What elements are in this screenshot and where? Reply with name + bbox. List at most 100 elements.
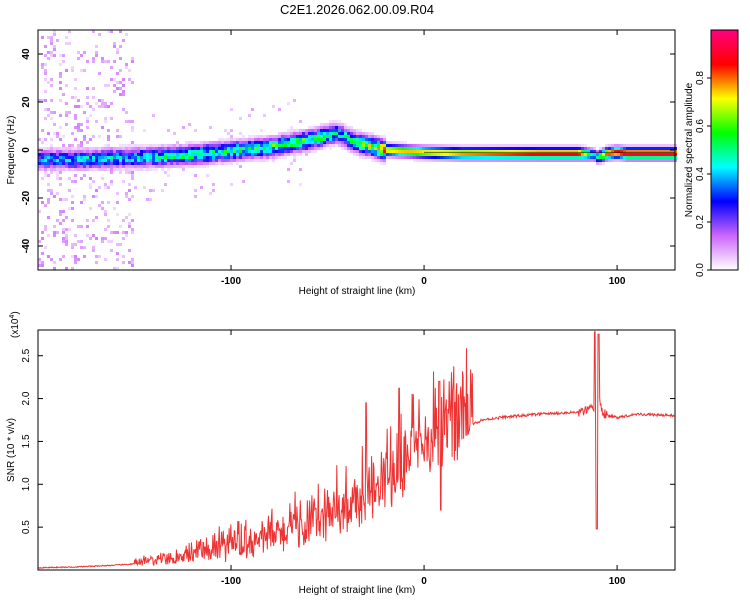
- spectrogram-cell: [581, 150, 584, 153]
- spectrogram-cell: [182, 150, 185, 153]
- spectrogram-cell: [80, 141, 83, 144]
- spectrogram-cell: [203, 141, 206, 144]
- spectrogram-cell: [398, 153, 401, 156]
- spectrogram-cell: [53, 156, 56, 159]
- spectrogram-cell: [584, 150, 587, 153]
- spectrogram-cell: [587, 150, 590, 153]
- spectrogram-cell: [518, 150, 521, 153]
- spectrogram-cell: [500, 159, 503, 162]
- spectrogram-cell: [248, 138, 251, 141]
- spectrogram-cell: [521, 156, 524, 159]
- spectrogram-cell: [41, 36, 44, 39]
- spectrogram-cell: [260, 147, 263, 150]
- spectrogram-cell: [65, 156, 68, 159]
- spectrogram-cell: [128, 222, 131, 225]
- spectrogram-cell: [335, 144, 338, 147]
- spectrogram-cell: [113, 267, 116, 270]
- spectrogram-cell: [92, 195, 95, 198]
- spectrogram-cell: [602, 156, 605, 159]
- spectrogram-cell: [323, 126, 326, 129]
- spectrogram-cell: [140, 168, 143, 171]
- spectrogram-cell: [86, 168, 89, 171]
- spectrogram-cell: [77, 153, 80, 156]
- spectrogram-cell: [302, 147, 305, 150]
- spectrogram-cell: [263, 156, 266, 159]
- spectrogram-cell: [95, 162, 98, 165]
- spectrogram-cell: [281, 144, 284, 147]
- spectrogram-cell: [476, 150, 479, 153]
- spectrogram-cell: [302, 141, 305, 144]
- spectrogram-cell: [611, 147, 614, 150]
- spectrogram-cell: [116, 231, 119, 234]
- spectrogram-cell: [641, 150, 644, 153]
- spectrogram-cell: [125, 111, 128, 114]
- spectrogram-cell: [119, 165, 122, 168]
- spectrogram-cell: [62, 219, 65, 222]
- spectrogram-cell: [107, 105, 110, 108]
- spectrogram-cell: [290, 132, 293, 135]
- spectrogram-cell: [419, 156, 422, 159]
- spectrogram-cell: [68, 228, 71, 231]
- spectrogram-cell: [614, 150, 617, 153]
- spectrogram-cell: [242, 138, 245, 141]
- spectrogram-cell: [374, 144, 377, 147]
- spectrogram-cell: [188, 141, 191, 144]
- spectrogram-cell: [293, 144, 296, 147]
- spectrogram-cell: [110, 159, 113, 162]
- spectrogram-cell: [560, 144, 563, 147]
- spectrogram-cell: [59, 87, 62, 90]
- spectrogram-cell: [431, 144, 434, 147]
- spectrogram-cell: [377, 153, 380, 156]
- spectrogram-cell: [116, 48, 119, 51]
- spectrogram-cell: [83, 255, 86, 258]
- spectrogram-cell: [347, 144, 350, 147]
- spectrogram-cell: [428, 144, 431, 147]
- spectrogram-cell: [302, 135, 305, 138]
- spectrogram-cell: [119, 147, 122, 150]
- spectrogram-cell: [296, 150, 299, 153]
- spectrogram-cell: [248, 150, 251, 153]
- spectrogram-cell: [332, 135, 335, 138]
- spectrogram-cell: [449, 144, 452, 147]
- spectrogram-cell: [299, 135, 302, 138]
- spectrogram-cell: [386, 144, 389, 147]
- spectrogram-cell: [398, 147, 401, 150]
- spectrogram-cell: [275, 141, 278, 144]
- spectrogram-cell: [368, 150, 371, 153]
- spectrogram-cell: [665, 156, 668, 159]
- spectrogram-cell: [464, 159, 467, 162]
- spectrogram-cell: [629, 159, 632, 162]
- spectrogram-cell: [278, 141, 281, 144]
- spectrogram-cell: [551, 144, 554, 147]
- spectrogram-cell: [536, 156, 539, 159]
- spectrogram-cell: [350, 129, 353, 132]
- spectrogram-cell: [206, 156, 209, 159]
- spectrogram-cell: [116, 192, 119, 195]
- spectrogram-cell: [404, 156, 407, 159]
- spectrogram-cell: [161, 147, 164, 150]
- spectrogram-cell: [464, 147, 467, 150]
- spectrogram-cell: [239, 132, 242, 135]
- spectrogram-cell: [383, 159, 386, 162]
- snr-y-ticks: 0.51.01.52.02.5: [21, 348, 675, 534]
- spectrogram-cell: [38, 147, 41, 150]
- spectrogram-cell: [563, 147, 566, 150]
- spectrogram-cell: [335, 120, 338, 123]
- spectrogram-cell: [305, 144, 308, 147]
- spectrogram-cell: [41, 264, 44, 267]
- spectrogram-cell: [317, 129, 320, 132]
- spectrogram-cell: [53, 150, 56, 153]
- spectrogram-cell: [530, 150, 533, 153]
- spectrogram-cell: [509, 153, 512, 156]
- spectrogram-cell: [377, 138, 380, 141]
- spectrogram-cell: [392, 150, 395, 153]
- spectrogram-cell: [125, 120, 128, 123]
- spectrogram-cell: [629, 156, 632, 159]
- spectrogram-cell: [125, 66, 128, 69]
- spectrogram-cell: [251, 141, 254, 144]
- spectrogram-cell: [80, 147, 83, 150]
- spectrogram-cell: [62, 150, 65, 153]
- snr-x-tick-label: 0: [421, 576, 427, 587]
- spectrogram-cell: [137, 168, 140, 171]
